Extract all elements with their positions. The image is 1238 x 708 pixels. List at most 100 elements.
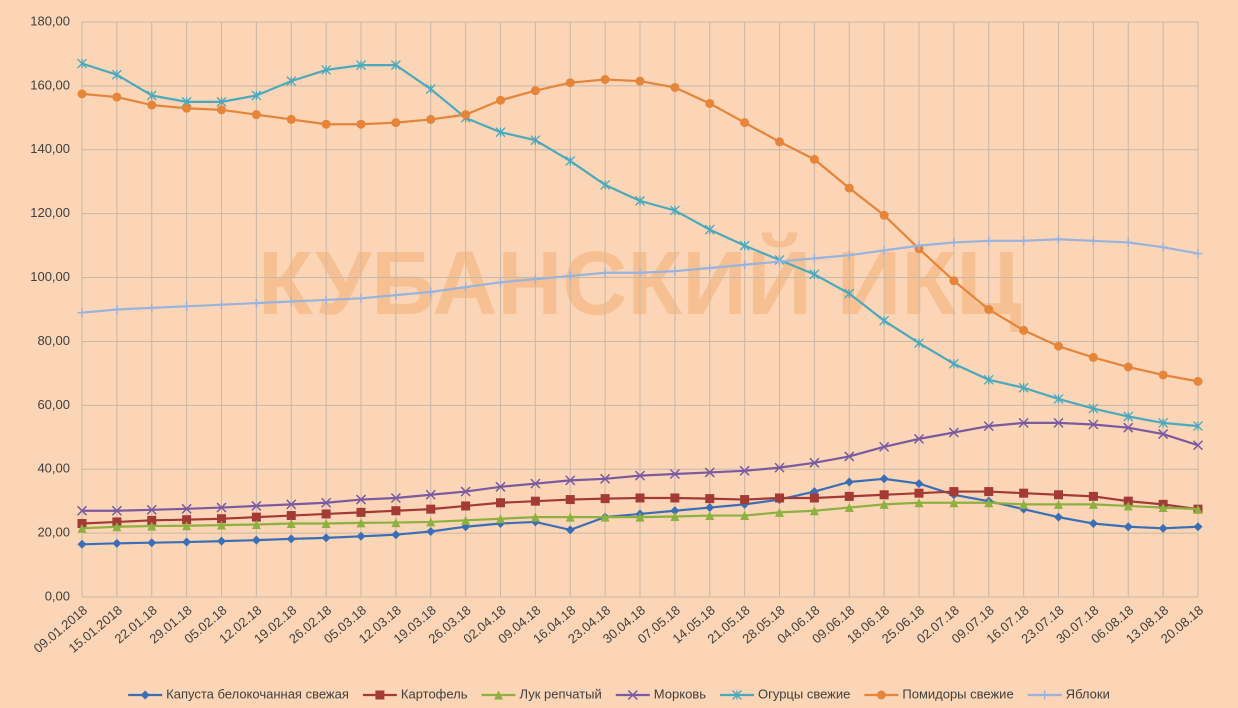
data-point (496, 95, 505, 105)
data-point (146, 504, 157, 515)
data-point (984, 305, 994, 314)
data-point (425, 489, 436, 500)
data-point (1158, 503, 1168, 513)
data-point (809, 269, 820, 280)
data-point (913, 433, 925, 444)
data-point (739, 465, 750, 476)
data-point (111, 69, 122, 80)
data-point (1054, 341, 1063, 351)
data-point (809, 493, 819, 503)
data-point (669, 205, 680, 216)
data-point (949, 498, 959, 508)
data-point (461, 501, 471, 511)
data-point (565, 512, 575, 522)
data-point (496, 514, 505, 524)
data-point (635, 493, 645, 503)
data-point (286, 76, 297, 87)
data-point (251, 512, 261, 522)
data-point (1019, 325, 1029, 335)
data-point (495, 481, 506, 492)
legend: Капуста белокочанная свежая Картофель Лук … (128, 686, 1110, 701)
data-point (565, 78, 575, 88)
data-point (670, 266, 680, 276)
data-point (181, 503, 192, 514)
data-point (600, 494, 610, 504)
data-point (600, 268, 610, 278)
data-point (217, 536, 226, 546)
data-point (984, 236, 994, 246)
data-point (949, 237, 959, 247)
data-point (1158, 417, 1169, 428)
data-point (565, 271, 575, 281)
data-point (984, 487, 994, 497)
data-point (356, 518, 366, 528)
data-point (460, 486, 471, 497)
data-point (530, 512, 540, 522)
data-point (356, 507, 366, 517)
data-point (844, 503, 854, 513)
data-point (879, 490, 889, 500)
data-point (530, 86, 540, 96)
data-point (1193, 421, 1203, 432)
data-point (705, 494, 715, 504)
data-point (600, 473, 611, 484)
legend-marker (494, 690, 504, 700)
data-point (111, 505, 122, 516)
legend-label: Картофель (401, 686, 468, 701)
data-point (844, 183, 854, 193)
data-point (949, 276, 959, 286)
data-point (670, 506, 680, 516)
data-point (1123, 501, 1133, 511)
data-point (809, 253, 819, 263)
data-point (914, 488, 924, 498)
data-point (704, 224, 715, 235)
data-point (1088, 519, 1098, 529)
data-point (112, 92, 122, 102)
legend-label: Яблоки (1066, 686, 1110, 701)
data-point (740, 260, 750, 270)
data-point (112, 305, 122, 314)
data-point (775, 257, 784, 267)
data-point (356, 119, 366, 129)
y-tick-label: 160,00 (30, 77, 70, 92)
data-point (286, 297, 296, 307)
data-point (600, 512, 610, 522)
data-point (461, 110, 471, 120)
legend-marker (876, 690, 886, 700)
data-point (182, 521, 192, 531)
data-point (147, 521, 157, 531)
data-point (1158, 242, 1168, 252)
data-point (147, 515, 157, 525)
data-point (286, 511, 296, 521)
data-point (914, 479, 924, 489)
data-point (914, 498, 924, 508)
data-point (844, 250, 854, 260)
data-point (984, 498, 994, 508)
data-point (775, 137, 784, 147)
data-point (1193, 376, 1203, 386)
data-point (390, 60, 401, 71)
data-point (669, 468, 680, 480)
data-point (879, 315, 890, 326)
data-point (1158, 429, 1169, 440)
data-point (670, 82, 680, 92)
data-point (1088, 352, 1098, 362)
data-point (948, 427, 959, 438)
data-point (1123, 411, 1134, 422)
data-point (77, 58, 87, 69)
data-point (879, 245, 889, 255)
data-point (775, 493, 784, 503)
y-tick-label: 80,00 (37, 333, 70, 348)
data-point (112, 522, 122, 532)
y-tick-label: 20,00 (37, 525, 70, 540)
data-point (217, 520, 226, 530)
data-point (844, 477, 854, 487)
data-point (879, 474, 889, 484)
data-point (530, 478, 541, 489)
data-point (1123, 496, 1133, 506)
data-point (496, 498, 505, 508)
data-point (321, 519, 331, 529)
data-point (948, 358, 959, 369)
y-tick-label: 40,00 (37, 461, 70, 476)
